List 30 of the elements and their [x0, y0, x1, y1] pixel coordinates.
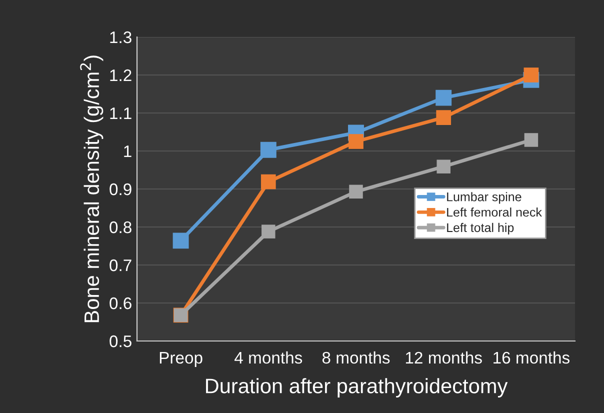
x-tick-label: 4 months — [234, 351, 302, 364]
legend-label: Lumbar spine — [447, 192, 522, 204]
y-tick-label: 0.5 — [110, 335, 132, 348]
y-tick-label: 0.6 — [110, 297, 132, 310]
x-tick-label: Preop — [160, 352, 202, 367]
point — [436, 160, 450, 174]
y-tick-label: 1 — [124, 146, 132, 158]
y-tick-label: 0.9 — [110, 183, 132, 196]
point — [348, 134, 364, 149]
point — [262, 224, 276, 238]
x-tick-label: 12 months — [406, 351, 482, 364]
legend-label: Left total hip — [447, 222, 514, 235]
point — [260, 174, 276, 190]
y-tick-label: 1.2 — [110, 69, 132, 82]
y-tick-label: 1.1 — [110, 108, 132, 120]
y-tick-label: 1.3 — [110, 31, 132, 44]
point — [524, 68, 539, 82]
y-tick-label: 0.8 — [110, 221, 132, 234]
y-tick-label: 0.7 — [110, 259, 132, 272]
point — [260, 142, 276, 158]
point — [436, 110, 452, 125]
point — [524, 133, 538, 147]
x-axis-title: Duration after parathyroidectomy — [206, 378, 508, 398]
point — [172, 232, 189, 249]
point — [349, 184, 363, 199]
x-tick-label: 16 months — [494, 351, 570, 364]
x-tick-label: 8 months — [322, 351, 390, 364]
y-axis-title: Bone mineral density (g/cm$^{2}$) — [80, 56, 104, 322]
point — [436, 90, 452, 106]
legend-label: Left femoral neck — [447, 207, 542, 217]
